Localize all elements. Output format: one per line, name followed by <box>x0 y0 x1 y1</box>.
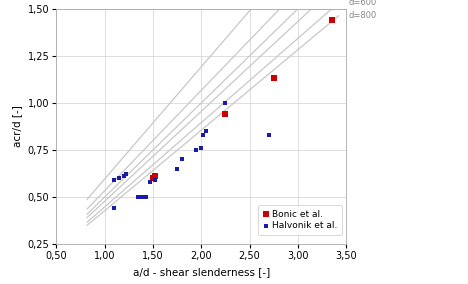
Legend: Bonic et al., Halvonik et al.: Bonic et al., Halvonik et al. <box>258 205 342 235</box>
Halvonik et al. <box>193 148 200 152</box>
Halvonik et al. <box>173 166 181 171</box>
Halvonik et al. <box>265 133 273 137</box>
Halvonik et al. <box>142 195 150 199</box>
Halvonik et al. <box>197 146 205 150</box>
Bonic et al. <box>151 174 159 179</box>
Text: d=800: d=800 <box>348 11 376 20</box>
Halvonik et al. <box>139 195 146 199</box>
Halvonik et al. <box>110 206 118 211</box>
Halvonik et al. <box>137 195 144 199</box>
Bonic et al. <box>270 76 278 81</box>
Halvonik et al. <box>178 157 186 162</box>
Halvonik et al. <box>135 195 142 199</box>
Halvonik et al. <box>202 129 210 133</box>
Halvonik et al. <box>151 178 159 182</box>
Halvonik et al. <box>110 178 118 182</box>
Halvonik et al. <box>146 180 154 184</box>
Y-axis label: acr/d [-]: acr/d [-] <box>12 105 22 147</box>
Halvonik et al. <box>115 176 123 181</box>
Halvonik et al. <box>140 195 148 199</box>
Halvonik et al. <box>120 174 128 179</box>
Text: d=600: d=600 <box>348 0 376 7</box>
Halvonik et al. <box>222 101 229 105</box>
Bonic et al. <box>149 176 157 181</box>
Bonic et al. <box>222 112 229 116</box>
Halvonik et al. <box>122 172 130 177</box>
X-axis label: a/d - shear slenderness [-]: a/d - shear slenderness [-] <box>132 267 270 277</box>
Halvonik et al. <box>199 133 207 137</box>
Bonic et al. <box>328 18 336 22</box>
